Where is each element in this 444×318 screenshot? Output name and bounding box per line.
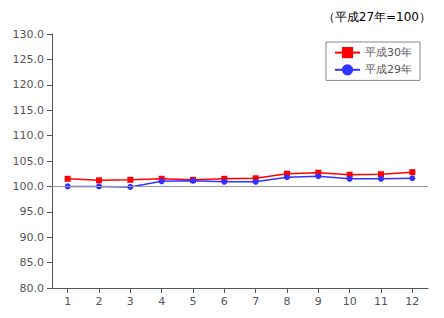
svg-text:12: 12	[405, 295, 419, 308]
svg-text:115.0: 115.0	[13, 104, 45, 117]
svg-text:6: 6	[221, 295, 228, 308]
svg-text:125.0: 125.0	[13, 53, 45, 66]
svg-text:5: 5	[190, 295, 197, 308]
svg-text:95.0: 95.0	[20, 205, 45, 218]
svg-text:11: 11	[374, 295, 388, 308]
svg-text:100.0: 100.0	[13, 180, 45, 193]
svg-text:3: 3	[127, 295, 134, 308]
svg-text:1: 1	[64, 295, 71, 308]
svg-text:110.0: 110.0	[13, 129, 45, 142]
svg-text:80.0: 80.0	[20, 282, 45, 295]
svg-text:85.0: 85.0	[20, 256, 45, 269]
svg-text:90.0: 90.0	[20, 231, 45, 244]
svg-text:平成30年: 平成30年	[365, 46, 412, 59]
svg-text:2: 2	[96, 295, 103, 308]
svg-text:9: 9	[315, 295, 322, 308]
svg-text:105.0: 105.0	[13, 155, 45, 168]
svg-text:10: 10	[343, 295, 357, 308]
svg-text:7: 7	[252, 295, 259, 308]
svg-text:120.0: 120.0	[13, 78, 45, 91]
svg-text:130.0: 130.0	[13, 28, 45, 41]
svg-text:8: 8	[284, 295, 291, 308]
svg-text:4: 4	[158, 295, 165, 308]
svg-text:（平成27年=100）: （平成27年=100）	[323, 10, 431, 24]
svg-text:平成29年: 平成29年	[365, 63, 412, 76]
